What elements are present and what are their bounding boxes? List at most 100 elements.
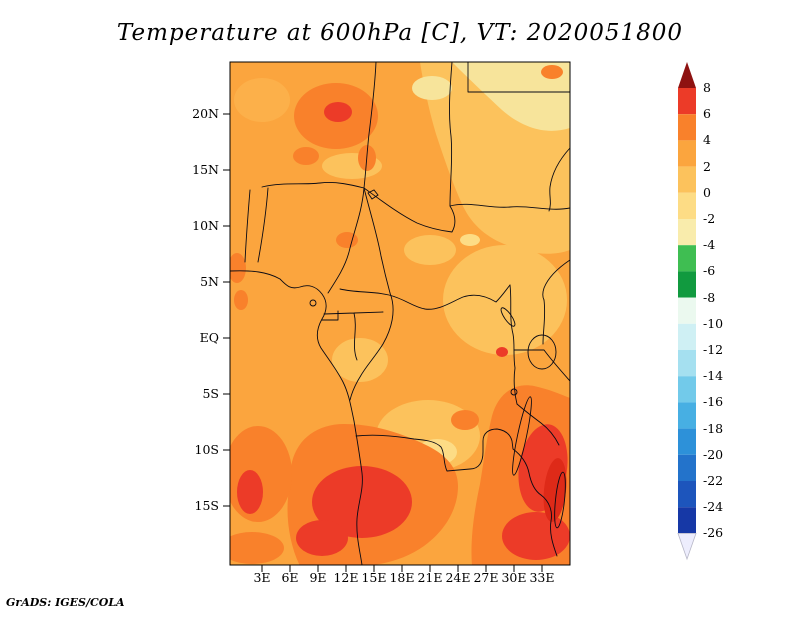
lake-tanganyika-outline: [512, 396, 532, 476]
border: [323, 311, 384, 361]
field-pale-patch: [412, 76, 452, 100]
colorbar-band: [678, 297, 696, 324]
lake-malawi-outline: [554, 471, 566, 529]
border: [449, 62, 453, 207]
lat-tick-label: 10N: [192, 218, 219, 233]
colorbar-band: [678, 140, 696, 167]
legend-tick-label: -14: [703, 368, 723, 383]
colorbar-band: [678, 192, 696, 219]
legend-tick-label: 0: [703, 185, 711, 200]
legend-tick-label: -20: [703, 447, 723, 462]
lon-tick-label: 33E: [529, 570, 554, 585]
lon-tick-label: 21E: [417, 570, 442, 585]
lake-chad-outline: [367, 189, 379, 200]
colorbar-band: [678, 350, 696, 377]
border: [363, 187, 391, 294]
field-warm-patch: [293, 147, 319, 165]
colorbar-band: [678, 428, 696, 455]
colorbar-band: [678, 507, 696, 534]
lon-tick-label: 9E: [309, 570, 326, 585]
axis-ticks: [223, 113, 543, 572]
border: [513, 299, 570, 382]
lat-tick-label: 5S: [202, 386, 219, 401]
field-hot-core: [324, 102, 352, 122]
field-warm-patch: [541, 65, 563, 79]
lake-victoria-outline: [527, 334, 557, 370]
border: [548, 147, 570, 212]
legend-tick-label: 4: [703, 132, 711, 147]
plot-title: Temperature at 600hPa [C], VT: 202005180…: [117, 20, 683, 46]
lat-tick-label: 10S: [195, 442, 219, 457]
field-hot-core: [496, 347, 508, 357]
colorbar-band: [678, 454, 696, 481]
legend-tick-label: 2: [703, 159, 711, 174]
lon-tick-label: 12E: [333, 570, 358, 585]
lat-tick-label: EQ: [200, 330, 219, 345]
legend-tick-label: -6: [703, 263, 715, 278]
lon-tick-label: 18E: [389, 570, 414, 585]
lon-tick-label: 6E: [281, 570, 298, 585]
field-light-patch: [234, 78, 290, 122]
lakes: [309, 189, 566, 529]
field-hot-core: [237, 470, 263, 514]
country-borders: [230, 62, 570, 565]
border: [355, 428, 542, 496]
colorbar-band: [678, 376, 696, 403]
legend-tick-label: -4: [703, 237, 715, 252]
field-light-patch: [404, 235, 456, 265]
colorbar-bottom-arrow: [677, 533, 697, 561]
border: [467, 62, 570, 93]
colorbar-band: [678, 481, 696, 508]
lon-tick-label: 30E: [501, 570, 526, 585]
map-border: [229, 61, 571, 566]
lake-kivu-outline: [510, 388, 518, 396]
legend-tick-label: -12: [703, 342, 723, 357]
field-warm-patch: [230, 253, 246, 283]
border: [363, 62, 377, 189]
legend-tick-label: 8: [703, 80, 711, 95]
bioko-island-outline: [309, 299, 317, 307]
border: [449, 203, 570, 210]
legend-tick-label: -16: [703, 394, 723, 409]
colorbar-top-arrow: [678, 62, 696, 88]
legend-tick-label: -18: [703, 421, 723, 436]
border: [363, 187, 456, 233]
longitude-axis: 3E 6E 9E 12E 15E 18E 21E 24E 27E 30E 33E: [253, 570, 554, 585]
border: [327, 187, 365, 294]
legend-tick-label: -22: [703, 473, 723, 488]
lon-tick-label: 27E: [473, 570, 498, 585]
colorbar-band: [678, 219, 696, 246]
field-light-patch: [332, 338, 388, 382]
field-warm-patch: [451, 410, 479, 430]
colorbar-legend: 8 6 4 2 0 -2 -4 -6 -8 -10 -12 -14 -16 -1…: [677, 62, 723, 561]
border: [349, 292, 394, 401]
border: [261, 182, 365, 189]
field-pale-patch: [460, 234, 480, 246]
colorbar-band: [678, 245, 696, 272]
border: [321, 310, 339, 321]
field-pale-patch: [452, 62, 570, 131]
border: [542, 259, 570, 301]
legend-tick-label: -8: [703, 290, 715, 305]
border: [339, 284, 511, 310]
colorbar-band: [678, 114, 696, 141]
field-hot-core: [296, 520, 348, 556]
legend-tick-label: -26: [703, 525, 723, 540]
legend-tick-label: -10: [703, 316, 723, 331]
lon-tick-label: 24E: [445, 570, 470, 585]
colorbar-band: [678, 271, 696, 298]
colorbar-band: [678, 166, 696, 193]
field-hot-core: [312, 466, 412, 538]
field-warm-patch: [230, 532, 284, 564]
colorbar-band: [678, 402, 696, 429]
temperature-field: [230, 62, 570, 565]
legend-tick-label: 6: [703, 106, 711, 121]
colorbar-band: [678, 88, 696, 115]
lon-tick-label: 3E: [253, 570, 270, 585]
lat-tick-label: 5N: [200, 274, 219, 289]
field-warm-patch: [336, 232, 358, 248]
lat-tick-label: 15N: [192, 162, 219, 177]
latitude-axis: 20N 15N 10N 5N EQ 5S 10S 15S: [192, 106, 219, 513]
